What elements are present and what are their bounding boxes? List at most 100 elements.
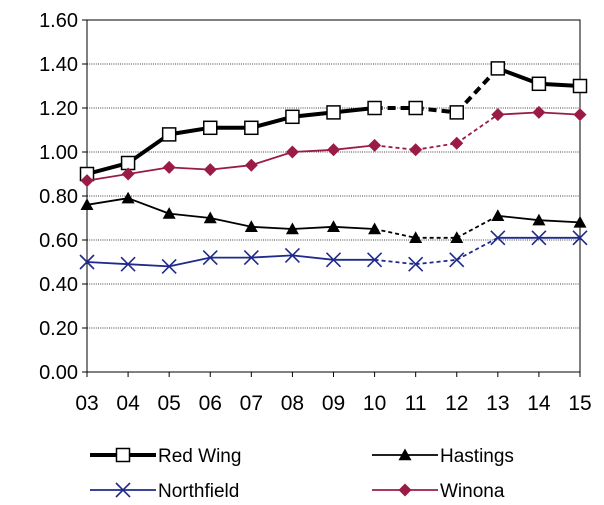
data-point [202,250,218,266]
series-northfield [79,230,588,274]
data-point [491,108,505,122]
series-line-segment [210,217,252,228]
series-line-segment [169,166,211,171]
data-point [368,138,382,152]
data-point [491,209,505,221]
data-point [327,220,340,232]
data-point [409,231,423,243]
data-point [80,174,94,188]
data-point [244,158,258,172]
series-line-segment [292,148,334,153]
series-line-segment [292,225,334,230]
data-point [573,108,587,122]
y-tick-label: 0.20 [39,318,78,340]
series-line-segment [210,164,252,171]
series-red-wing [79,61,588,182]
data-point [449,105,464,120]
data-point [490,230,506,246]
data-point [532,105,546,119]
x-tick-label: 06 [199,392,222,415]
data-point [121,191,135,204]
series-line-segment [251,151,293,167]
data-point [115,482,131,498]
data-point [531,76,547,92]
legend-label: Hastings [440,446,514,467]
series-line-segment [86,173,129,182]
data-point [243,250,259,266]
data-point [408,256,424,272]
legend-entry-winona: Winona [372,481,505,502]
data-point [450,231,464,243]
data-point [532,213,546,226]
series-line-segment [127,166,170,175]
data-point [120,256,136,272]
series-line-segment [292,254,334,261]
data-point [325,252,342,268]
data-point [115,447,131,463]
series-line-segment [86,197,129,206]
data-point [284,247,300,263]
legend-entry-red-wing: Red Wing [90,446,241,467]
data-point [161,127,177,142]
data-point [326,105,341,120]
data-point [161,258,177,274]
data-point [285,222,299,235]
x-tick-label: 14 [527,392,551,415]
y-tick-label: 1.20 [39,98,78,120]
series-line-segment [497,214,540,222]
data-point [244,120,259,136]
data-point [398,448,412,461]
series-line-segment [333,144,375,151]
x-tick-label: 04 [116,392,140,415]
series-hastings [80,191,587,243]
data-point [79,254,95,270]
data-point [244,220,258,232]
series-winona [80,105,587,188]
series-line-segment [169,212,211,219]
x-tick-label: 08 [281,392,304,415]
y-tick-label: 0.40 [39,274,78,296]
x-tick-label: 11 [405,392,427,415]
data-point [203,120,218,136]
data-point [450,136,464,150]
series-line-segment [374,228,416,239]
y-tick-label: 0.00 [39,362,78,384]
legend-label: Northfield [158,481,239,500]
legend-label: Red Wing [158,446,241,467]
x-tick-label: 09 [322,392,345,415]
x-tick-label: 13 [486,392,509,415]
y-tick-label: 0.80 [39,186,78,208]
data-point [162,207,176,219]
x-tick-label: 05 [157,392,180,415]
data-point [398,483,412,497]
series-line-segment [456,237,499,261]
data-point [327,143,340,157]
x-tick-label: 07 [240,392,263,415]
y-tick-label: 1.40 [39,54,78,76]
data-point [408,100,423,116]
series-line-segment [128,263,170,268]
series-line-segment [127,197,170,215]
x-tick-label: 15 [568,392,591,415]
data-point [367,100,382,116]
series-line-segment [497,111,539,116]
data-point [572,78,588,94]
data-point [285,109,300,125]
legend-entry-hastings: Hastings [372,446,514,467]
x-tick-label: 03 [75,392,98,415]
series-line-segment [251,225,293,230]
series-line-segment [168,256,211,268]
data-point [203,211,217,224]
data-point [449,252,465,268]
data-point [368,222,382,235]
legend-label: Winona [440,481,505,500]
data-point [572,230,588,246]
series-line-segment [538,219,581,224]
data-point [409,143,423,157]
series-line-segment [251,254,293,259]
legend-entry-northfield: Northfield [90,481,239,502]
data-point [490,61,506,76]
y-tick-label: 1.00 [39,142,78,164]
